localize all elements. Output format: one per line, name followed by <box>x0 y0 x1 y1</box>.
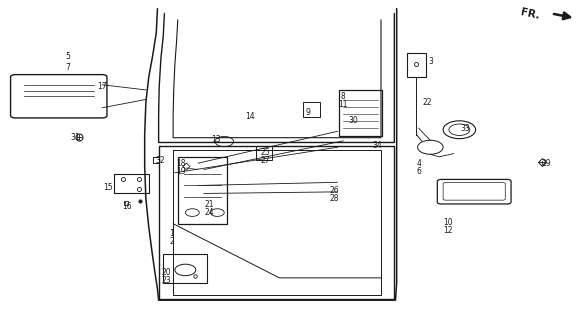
Text: 10: 10 <box>443 218 453 227</box>
Bar <box>407 53 425 77</box>
Text: 24: 24 <box>205 208 215 217</box>
Text: 16: 16 <box>122 202 132 211</box>
Text: 11: 11 <box>339 100 348 109</box>
Text: 17: 17 <box>98 82 107 91</box>
Text: 9: 9 <box>306 108 311 117</box>
Text: 13: 13 <box>211 135 221 144</box>
Text: 8: 8 <box>341 92 346 101</box>
FancyBboxPatch shape <box>437 180 511 204</box>
Text: 27: 27 <box>260 156 269 164</box>
Text: 21: 21 <box>205 200 214 209</box>
Text: 6: 6 <box>416 167 421 176</box>
Text: 30: 30 <box>349 116 359 125</box>
Text: 5: 5 <box>65 52 70 61</box>
Text: 29: 29 <box>542 159 551 168</box>
Text: 4: 4 <box>416 159 421 168</box>
Text: 15: 15 <box>103 183 113 192</box>
Bar <box>256 146 272 160</box>
Text: 19: 19 <box>176 167 186 176</box>
Bar <box>114 174 149 194</box>
Bar <box>178 157 227 224</box>
Text: 25: 25 <box>260 148 269 156</box>
Text: 31: 31 <box>70 133 80 142</box>
Text: 3: 3 <box>428 57 433 66</box>
Text: 33: 33 <box>460 124 470 132</box>
Text: 23: 23 <box>161 276 171 285</box>
Text: 14: 14 <box>246 112 255 121</box>
Bar <box>164 254 207 283</box>
Text: 2: 2 <box>169 237 175 246</box>
Text: 18: 18 <box>176 159 186 168</box>
Text: 28: 28 <box>330 194 339 204</box>
Text: 20: 20 <box>161 268 171 277</box>
Text: 7: 7 <box>65 63 70 72</box>
Bar <box>339 90 382 136</box>
Text: 32: 32 <box>155 156 165 164</box>
Text: 34: 34 <box>372 141 382 150</box>
Text: 1: 1 <box>169 229 175 238</box>
Text: 22: 22 <box>423 98 432 107</box>
FancyBboxPatch shape <box>443 183 505 200</box>
FancyBboxPatch shape <box>10 75 107 118</box>
Bar <box>303 102 320 117</box>
Text: 26: 26 <box>330 186 339 195</box>
Text: FR.: FR. <box>520 7 541 21</box>
Text: 12: 12 <box>443 226 453 235</box>
